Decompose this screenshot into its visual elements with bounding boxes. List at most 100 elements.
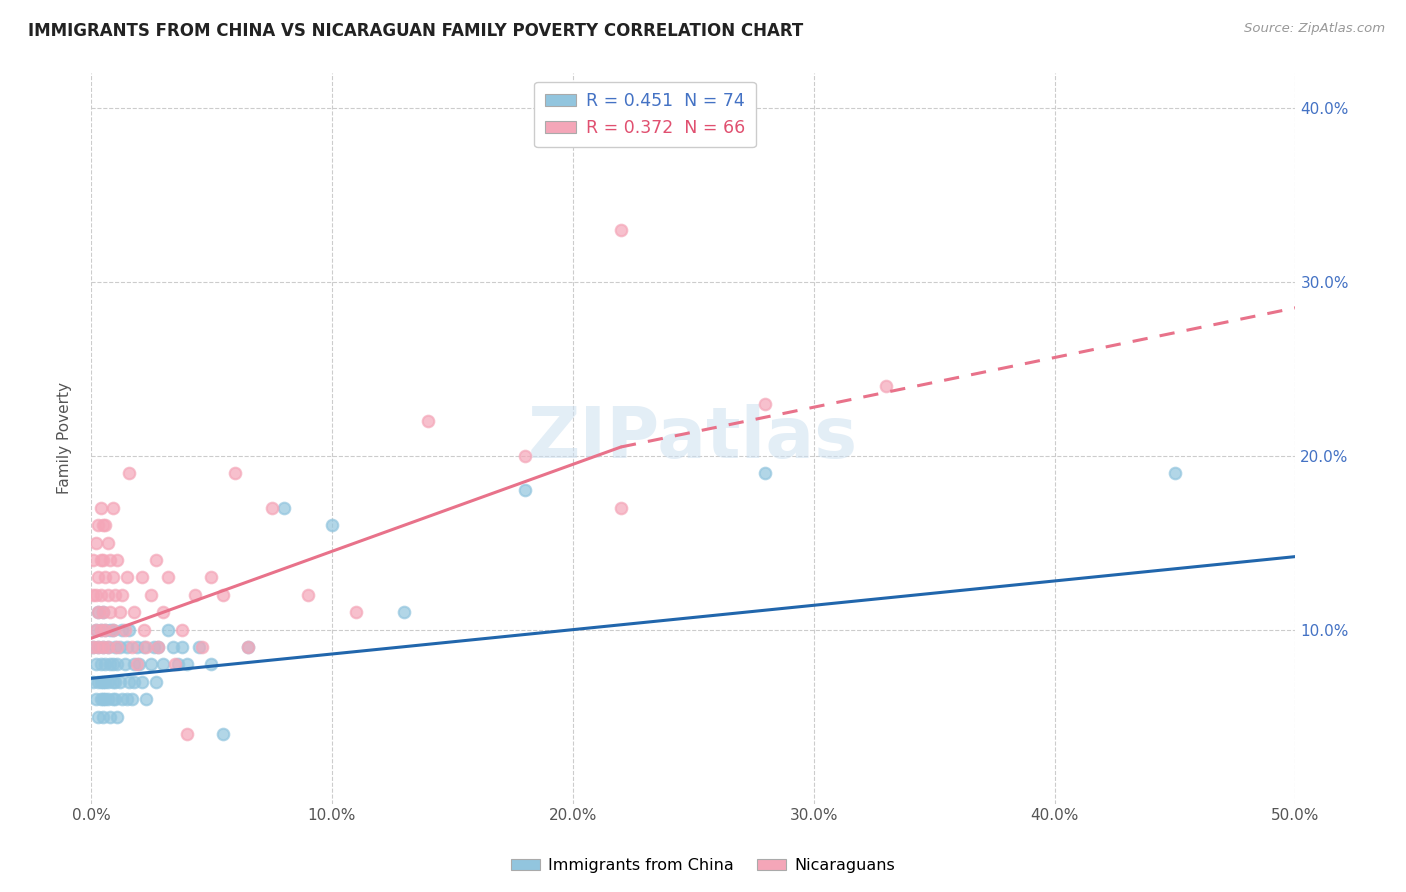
Point [82,640,104,654]
Point [101,623,124,637]
Point [111,588,134,602]
Point [97,640,120,654]
Point [513,449,536,463]
Point [82,553,104,567]
Point [104,674,127,689]
Point [157,570,180,584]
Point [188,640,211,654]
Text: Source: ZipAtlas.com: Source: ZipAtlas.com [1244,22,1385,36]
Point [98,605,121,619]
Point [101,674,124,689]
Point [297,588,319,602]
Point [115,570,138,584]
Point [107,553,129,567]
Point [152,657,174,672]
Point [418,414,440,428]
Point [142,640,165,654]
Point [84,535,107,549]
Point [108,605,131,619]
Point [392,605,415,619]
Point [94,570,117,584]
Point [132,623,155,637]
Point [610,222,633,236]
Point [321,518,343,533]
Point [200,657,222,672]
Point [212,727,235,741]
Point [108,674,131,689]
Point [90,623,112,637]
Point [145,553,167,567]
Point [104,640,127,654]
Point [121,640,143,654]
Point [176,657,198,672]
Point [1164,466,1187,480]
Point [87,674,110,689]
Point [107,640,129,654]
Point [97,588,120,602]
Point [90,657,112,672]
Point [114,623,136,637]
Point [82,674,104,689]
Point [101,657,124,672]
Text: ZIPatlas: ZIPatlas [529,404,858,473]
Point [87,518,110,533]
Point [157,623,180,637]
Point [121,692,143,706]
Point [90,692,112,706]
Point [90,623,112,637]
Legend: Immigrants from China, Nicaraguans: Immigrants from China, Nicaraguans [505,852,901,880]
Point [132,640,155,654]
Point [97,674,120,689]
Point [101,570,124,584]
Point [94,657,117,672]
Point [97,692,120,706]
Point [97,535,120,549]
Y-axis label: Family Poverty: Family Poverty [58,383,72,494]
Point [98,709,121,723]
Point [131,570,153,584]
Point [125,640,148,654]
Point [91,553,114,567]
Point [162,640,184,654]
Point [172,640,194,654]
Point [91,605,114,619]
Point [128,657,150,672]
Point [91,640,114,654]
Point [90,553,112,567]
Point [111,623,134,637]
Point [101,500,124,515]
Point [84,692,107,706]
Point [94,692,117,706]
Text: IMMIGRANTS FROM CHINA VS NICARAGUAN FAMILY POVERTY CORRELATION CHART: IMMIGRANTS FROM CHINA VS NICARAGUAN FAMI… [28,22,803,40]
Point [94,674,117,689]
Point [87,640,110,654]
Point [344,605,367,619]
Point [104,588,127,602]
Point [87,605,110,619]
Point [141,657,163,672]
Point [165,657,187,672]
Point [118,674,141,689]
Point [98,657,121,672]
Point [91,605,114,619]
Point [104,692,127,706]
Point [98,553,121,567]
Point [91,674,114,689]
Point [224,466,246,480]
Point [118,466,141,480]
Point [91,518,114,533]
Point [141,588,163,602]
Point [236,640,259,654]
Point [94,623,117,637]
Point [90,500,112,515]
Point [152,605,174,619]
Point [754,466,776,480]
Point [90,674,112,689]
Point [87,570,110,584]
Point [107,657,129,672]
Point [236,640,259,654]
Point [87,709,110,723]
Point [148,640,170,654]
Point [87,605,110,619]
Point [131,674,153,689]
